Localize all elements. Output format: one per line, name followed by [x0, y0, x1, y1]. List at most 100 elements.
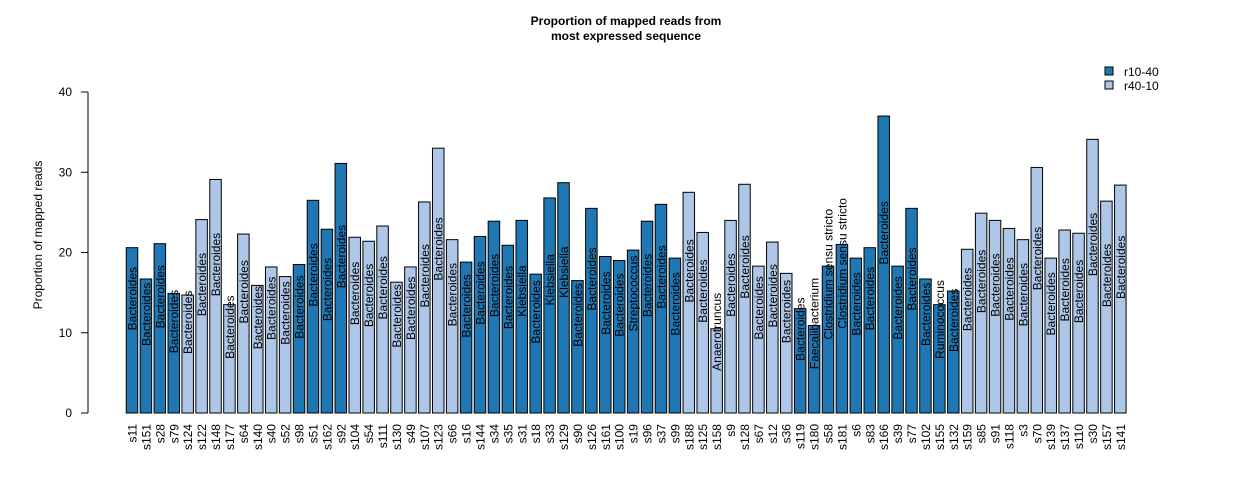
- x-tick-label: s132: [947, 424, 961, 450]
- bar-s157: [1100, 200, 1113, 414]
- bar-genus-label: Bacteroides: [320, 258, 334, 321]
- bar-s91: [988, 219, 1002, 414]
- bar-genus-label: Bacteroides: [1030, 227, 1044, 290]
- bar-genus-label: Clostridium sensu stricto: [835, 198, 849, 329]
- bar-s18: [529, 273, 542, 414]
- x-tick-label: s158: [710, 424, 724, 450]
- bar-genus-label: Bacteroides: [1016, 263, 1030, 326]
- bar-genus-label: Bacteroides: [181, 291, 195, 354]
- x-tick-label: s130: [390, 424, 404, 450]
- bar-s130: [390, 281, 403, 414]
- bar-s36: [779, 272, 793, 414]
- x-tick-label: s18: [529, 424, 543, 444]
- bar-genus-label: Bacteroides: [738, 235, 752, 298]
- bar-genus-label: Bacteroides: [460, 274, 474, 337]
- x-tick-label: s118: [1002, 424, 1016, 449]
- x-tick-label: s19: [627, 424, 641, 444]
- bar-s123: [431, 147, 445, 414]
- bar-s77: [905, 207, 918, 414]
- bar-s40: [264, 266, 278, 414]
- bar-genus-label: Bacteroides: [153, 265, 167, 328]
- x-tick-label: s49: [404, 424, 418, 444]
- bar-genus-label: Bacteroides: [668, 272, 682, 335]
- bar-s110: [1072, 232, 1085, 414]
- x-tick-label: s37: [654, 424, 668, 444]
- x-tick-label: s177: [223, 424, 237, 450]
- bar-genus-label: Bacteroides: [891, 276, 905, 339]
- bar-s28: [153, 243, 167, 414]
- bar-s151: [139, 278, 153, 414]
- bar-s64: [237, 233, 250, 414]
- x-tick-label: s100: [613, 424, 627, 450]
- bar-genus-label: Bacteroides: [376, 256, 390, 319]
- bar-s35: [501, 244, 515, 414]
- bar-s79: [167, 292, 181, 414]
- bar-genus-label: Faecalibacterium: [808, 278, 822, 369]
- x-tick-label: s126: [585, 424, 599, 450]
- bar-s9: [724, 219, 737, 414]
- bar-s98: [292, 264, 306, 414]
- bar-s6: [849, 257, 863, 414]
- x-tick-label: s36: [780, 424, 794, 444]
- x-tick-label: s9: [724, 424, 738, 437]
- bar-genus-label: Bacteroides: [1086, 213, 1100, 276]
- x-tick-label: s162: [320, 424, 334, 450]
- bar-s83: [863, 247, 877, 414]
- x-tick-label: s161: [599, 424, 613, 450]
- bar-genus-label: Bacteroides: [195, 253, 209, 316]
- bar-s140: [251, 284, 264, 414]
- y-axis-label: Proportion of mapped reads: [31, 161, 45, 310]
- x-tick-label: s107: [418, 424, 432, 450]
- bar-genus-label: Bacteroides: [571, 283, 585, 346]
- bar-genus-label: Bacteroides: [362, 264, 376, 327]
- x-tick-label: s83: [863, 424, 877, 444]
- bar-s188: [682, 191, 696, 414]
- bar-s37: [654, 203, 668, 414]
- bar-genus-label: Bacteroides: [696, 259, 710, 322]
- bar-genus-label: Bacteroides: [613, 273, 627, 336]
- x-tick-label: s35: [501, 424, 515, 444]
- x-tick-label: s139: [1044, 424, 1058, 450]
- bar-genus-label: Bacteroides: [1002, 257, 1016, 320]
- x-tick-label: s140: [251, 424, 265, 450]
- bar-s118: [1002, 227, 1016, 414]
- x-tick-label: s151: [139, 424, 153, 450]
- x-tick-label: s188: [682, 424, 696, 450]
- bar-genus-label: Bacteroides: [641, 254, 655, 317]
- bar-s155: [933, 304, 946, 414]
- bar-s141: [1114, 184, 1127, 414]
- bar-genus-label: Bacteroides: [306, 243, 320, 306]
- x-tick-label: s102: [919, 424, 933, 450]
- legend-label: r10-40: [1124, 65, 1159, 79]
- bar-genus-label: Bacteroides: [474, 261, 488, 324]
- y-tick-label: 20: [59, 246, 73, 260]
- bar-s111: [376, 225, 389, 414]
- bar-s122: [195, 219, 208, 414]
- bar-s166: [877, 115, 890, 414]
- bar-s180: [807, 325, 821, 414]
- x-tick-label: s16: [460, 424, 474, 444]
- x-tick-label: s51: [306, 424, 320, 444]
- bar-s16: [459, 261, 473, 414]
- bar-genus-label: Bacteroides: [682, 239, 696, 302]
- bar-s90: [571, 280, 584, 414]
- bar-genus-label: Bacteroides: [585, 247, 599, 310]
- bar-genus-label: Anaerotruncus: [710, 293, 724, 371]
- bar-s85: [974, 212, 988, 414]
- bar-genus-label: Bacteroides: [390, 284, 404, 347]
- bar-s96: [640, 220, 654, 414]
- bar-s177: [223, 304, 236, 414]
- x-tick-label: s137: [1058, 424, 1072, 450]
- bar-s128: [738, 183, 751, 414]
- bar-genus-label: Bacteroides: [209, 233, 223, 296]
- bar-genus-label: Bacteroides: [599, 271, 613, 334]
- x-tick-label: s104: [348, 424, 362, 450]
- bar-genus-label: Bacteroides: [279, 281, 293, 344]
- bar-s19: [626, 249, 640, 414]
- x-tick-label: s96: [641, 424, 655, 444]
- bar-s70: [1030, 166, 1044, 414]
- bar-genus-label: Bacteroides: [167, 290, 181, 353]
- x-tick-label: s33: [543, 424, 557, 444]
- x-tick-label: s128: [738, 424, 752, 450]
